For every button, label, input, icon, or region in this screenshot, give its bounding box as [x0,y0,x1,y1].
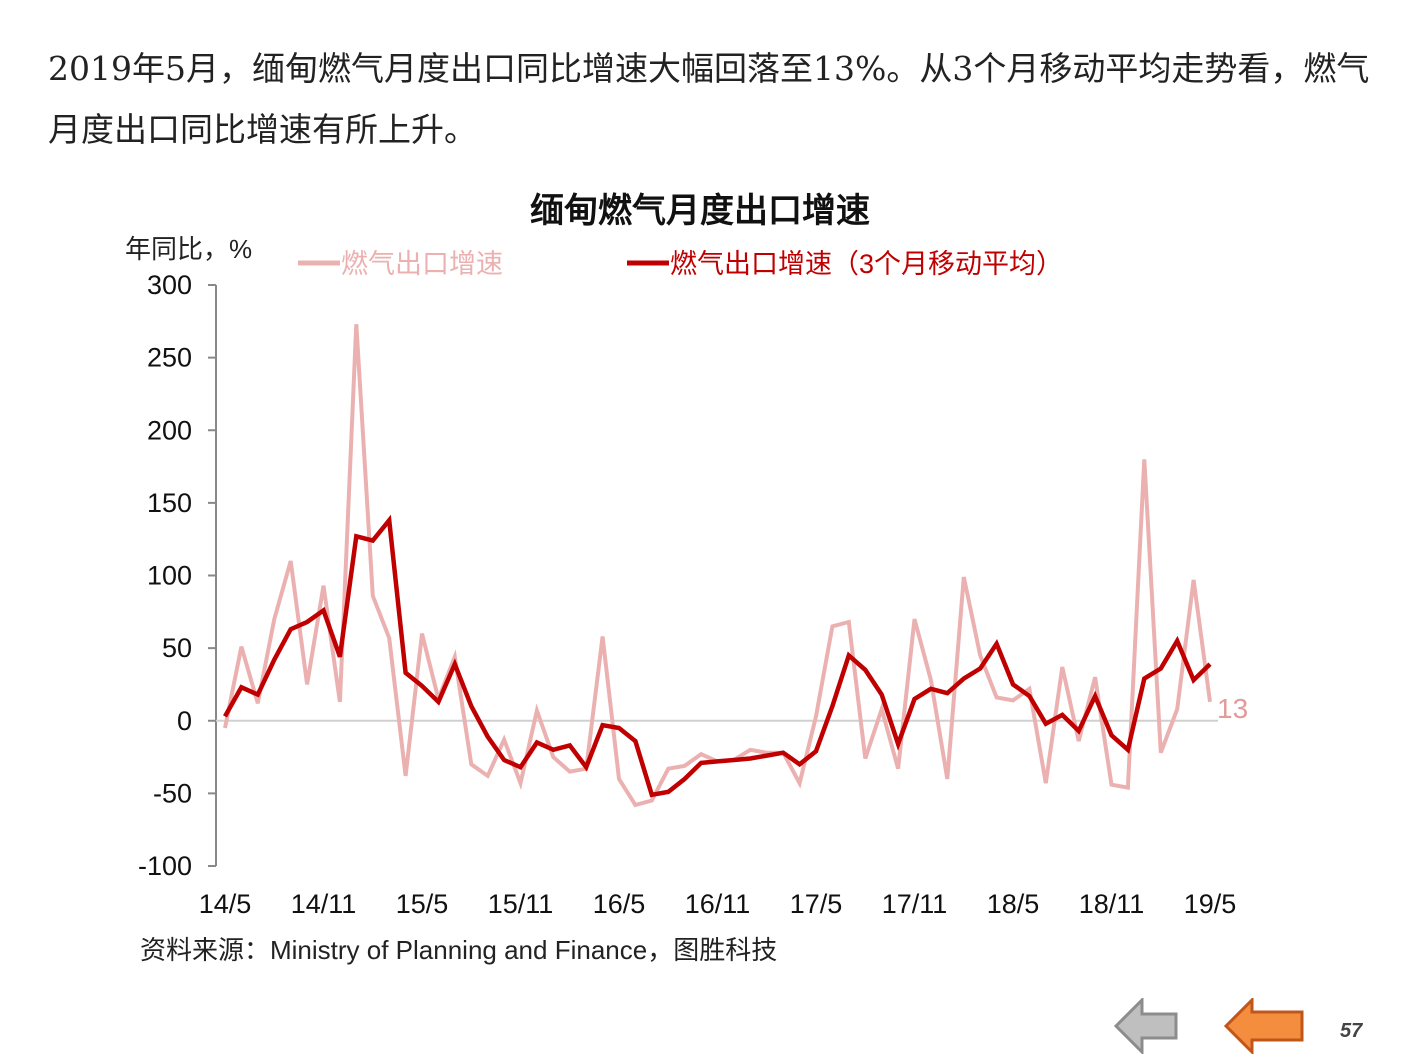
x-tick-label: 19/5 [1184,889,1237,919]
x-tick-label: 14/11 [291,889,357,919]
x-tick-label: 18/11 [1079,889,1145,919]
y-axis-label: 年同比，% [125,234,252,264]
y-tick-label: 0 [177,706,192,736]
chart-title: 缅甸燃气月度出口增速 [530,192,870,230]
end-value-label: 13 [1217,693,1248,724]
gray-left-arrow-icon [1114,998,1180,1054]
legend-label-raw: 燃气出口增速 [341,249,503,279]
page-number: 57 [1340,1020,1362,1043]
legend-label-ma: 燃气出口增速（3个月移动平均） [670,249,1063,279]
y-tick-label: 100 [147,561,192,591]
source-note: 资料来源：Ministry of Planning and Finance，图胜… [140,930,777,967]
series-line-moving-average [225,520,1210,795]
y-tick-label: -100 [138,851,192,881]
back-button[interactable] [1224,998,1306,1059]
y-tick-label: 250 [147,343,192,373]
y-tick-label: -50 [153,778,192,808]
y-tick-label: 50 [162,633,192,663]
x-tick-label: 16/11 [685,889,751,919]
x-tick-label: 15/5 [396,889,449,919]
y-tick-label: 300 [147,270,192,300]
x-tick-label: 14/5 [199,889,252,919]
series-line-raw [225,324,1210,805]
y-tick-label: 200 [147,415,192,445]
x-tick-label: 17/5 [790,889,843,919]
prev-page-button[interactable] [1114,998,1180,1059]
x-tick-label: 17/11 [882,889,948,919]
orange-left-arrow-icon [1224,998,1306,1054]
x-tick-label: 15/11 [488,889,554,919]
y-tick-label: 150 [147,488,192,518]
x-tick-label: 16/5 [593,889,646,919]
x-tick-label: 18/5 [987,889,1040,919]
